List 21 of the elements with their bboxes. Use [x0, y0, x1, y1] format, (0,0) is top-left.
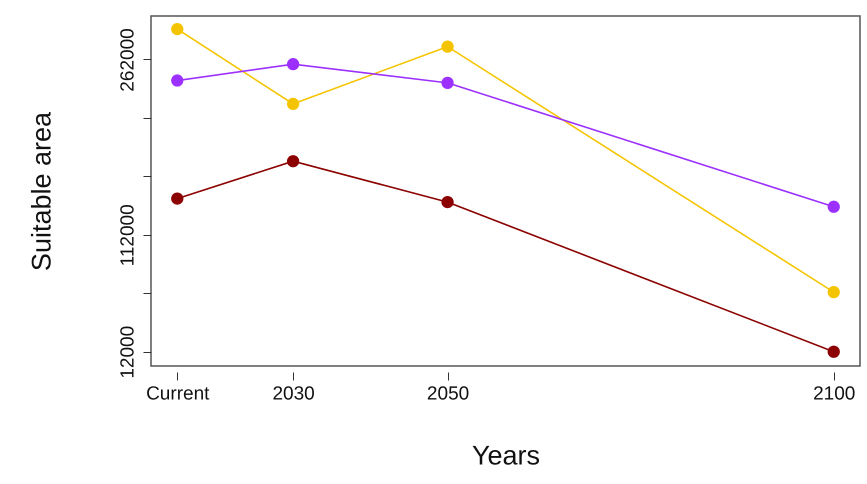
- x-tick-label: 2100: [813, 384, 856, 404]
- point: [286, 58, 300, 70]
- point: [441, 196, 454, 208]
- point: [171, 22, 184, 36]
- x-axis-title: Years: [472, 440, 540, 470]
- y-tick-label: 112000: [118, 204, 138, 266]
- y-axis-title: Suitable area: [26, 110, 56, 272]
- x-tick-label: Current: [146, 384, 210, 404]
- y-tick-label: 12000: [118, 326, 138, 379]
- point: [441, 76, 454, 89]
- point: [828, 200, 840, 213]
- point: [286, 98, 300, 110]
- point: [171, 74, 184, 87]
- y-tick-label: 262000: [118, 28, 138, 92]
- point: [828, 286, 840, 298]
- point: [441, 40, 454, 53]
- x-tick-label: 2030: [272, 384, 315, 404]
- point: [171, 192, 184, 205]
- point: [286, 155, 300, 168]
- point: [828, 346, 840, 358]
- x-tick-label: 2050: [426, 384, 470, 404]
